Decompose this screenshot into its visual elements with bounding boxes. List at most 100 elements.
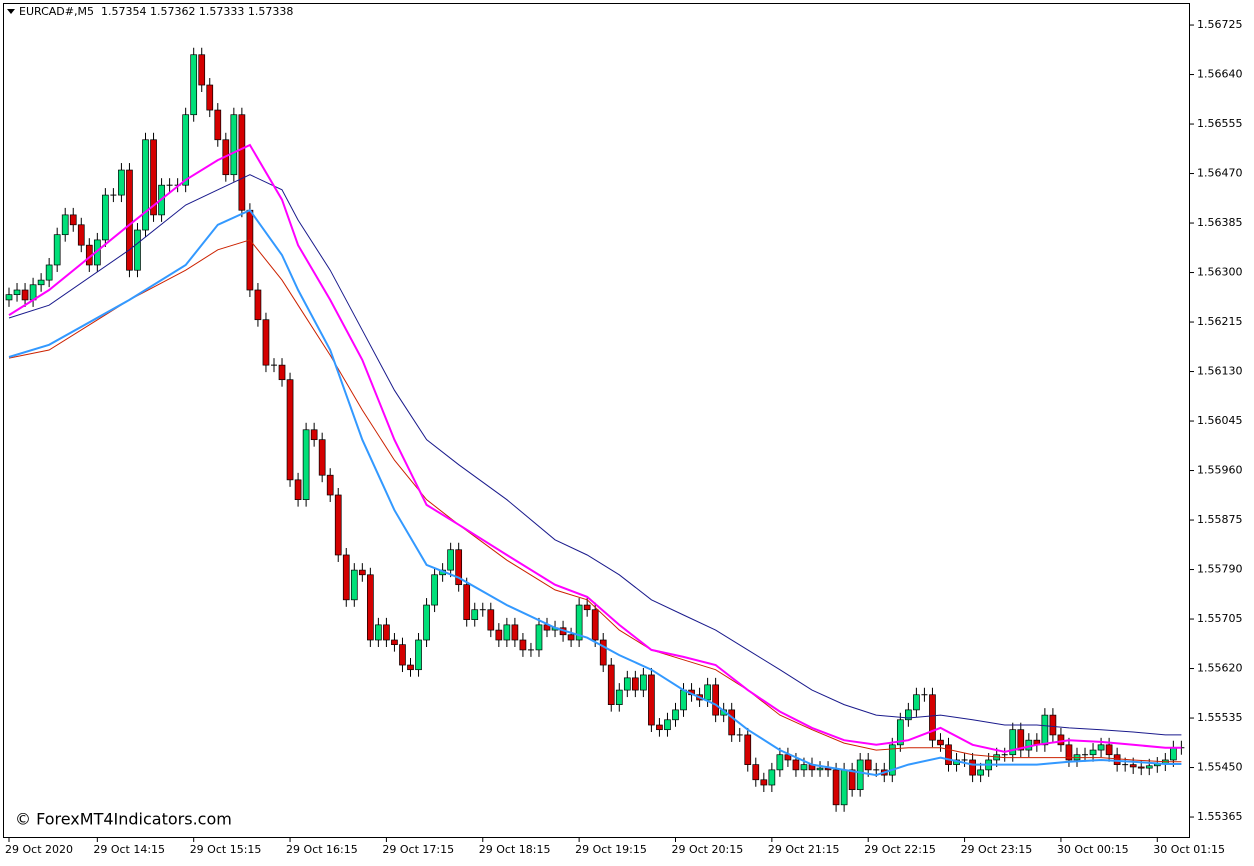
candle-body: [45, 264, 53, 281]
candle-body: [591, 609, 599, 641]
candle-body: [278, 364, 286, 381]
candle-body: [1129, 764, 1137, 768]
x-tick-label: 30 Oct 01:15: [1153, 843, 1225, 856]
candle-body: [407, 664, 414, 671]
candle-body: [5, 294, 13, 301]
candle-body: [69, 214, 77, 226]
candle-body: [383, 624, 390, 641]
candle-body: [583, 604, 591, 611]
candle-body: [1041, 714, 1049, 746]
x-tick-label: 29 Oct 22:15: [864, 843, 936, 856]
y-tick-label: 1.55450: [1197, 761, 1243, 774]
candle-body: [350, 569, 358, 601]
x-tick-label: 29 Oct 23:15: [961, 843, 1033, 856]
x-tick-label: 29 Oct 14:15: [93, 843, 165, 856]
candle-body: [487, 609, 495, 631]
candle-body: [118, 169, 125, 196]
candle-body: [358, 569, 366, 576]
candle-body: [21, 289, 29, 301]
candle-body: [431, 574, 438, 606]
candle-body: [254, 289, 262, 321]
candle-body: [495, 629, 503, 641]
candle-body: [680, 689, 687, 711]
candle-body: [367, 574, 374, 641]
candle-body: [888, 744, 896, 776]
x-tick-label: 29 Oct 2020: [5, 843, 73, 856]
candle-body: [768, 769, 776, 786]
candle-body: [1009, 729, 1017, 756]
candle-body: [37, 279, 45, 286]
candle-body: [776, 754, 784, 771]
y-tick-label: 1.56215: [1197, 315, 1243, 328]
candle-body: [832, 769, 840, 806]
x-tick-label: 30 Oct 00:15: [1057, 843, 1129, 856]
candle-body: [800, 764, 808, 771]
candle-body: [190, 54, 198, 116]
candle-body: [1097, 744, 1105, 751]
chart-title: EURCAD#,M5 1.57354 1.57362 1.57333 1.573…: [19, 5, 293, 18]
y-tick-label: 1.55620: [1197, 662, 1243, 675]
candle-body: [206, 84, 214, 111]
candle-body: [752, 764, 760, 781]
candle-body: [1145, 765, 1153, 769]
candle-body: [712, 684, 719, 716]
y-tick-label: 1.56725: [1197, 18, 1243, 31]
candle-body: [1105, 744, 1113, 756]
x-tick-label: 29 Oct 16:15: [286, 843, 358, 856]
candle-body: [415, 639, 422, 671]
candle-body: [230, 114, 238, 176]
candle-body: [182, 114, 190, 186]
candle-body: [848, 769, 856, 791]
candle-body: [471, 609, 479, 620]
x-tick-label: 29 Oct 20:15: [671, 843, 743, 856]
candle-body: [375, 624, 382, 641]
candle-body: [447, 549, 454, 571]
candle-body: [391, 639, 398, 646]
candle-body: [840, 769, 848, 806]
moving-average-line: [8, 208, 1182, 777]
candle-body: [575, 604, 583, 641]
candle-body: [856, 759, 864, 791]
y-tick-label: 1.55960: [1197, 464, 1243, 477]
candle-body: [1057, 734, 1065, 746]
candle-body: [864, 759, 872, 771]
candle-body: [929, 694, 936, 741]
y-tick-label: 1.55535: [1197, 711, 1243, 724]
candle-body: [342, 554, 350, 601]
candle-body: [503, 624, 511, 641]
x-tick-label: 29 Oct 15:15: [190, 843, 262, 856]
candle-body: [77, 224, 85, 246]
y-tick-label: 1.56300: [1197, 266, 1243, 279]
y-tick-label: 1.56640: [1197, 68, 1243, 81]
candle-body: [648, 674, 655, 726]
candle-body: [1113, 754, 1121, 765]
candle-body: [945, 744, 952, 765]
y-tick-label: 1.56385: [1197, 216, 1243, 229]
candle-body: [567, 634, 575, 641]
candle-body: [262, 319, 270, 366]
candle-body: [286, 379, 294, 481]
candle-body: [1049, 714, 1057, 736]
y-tick-label: 1.55705: [1197, 612, 1243, 625]
x-tick-label: 29 Oct 19:15: [575, 843, 647, 856]
candle-body: [1137, 766, 1145, 769]
candle-body: [623, 677, 631, 691]
y-tick-label: 1.56045: [1197, 414, 1243, 427]
moving-average-line: [8, 143, 1182, 753]
candle-body: [102, 194, 109, 241]
plot-frame: [3, 3, 1190, 838]
candle-body: [302, 429, 310, 501]
y-tick-label: 1.56130: [1197, 365, 1243, 378]
candle-body: [896, 719, 904, 746]
candle-body: [905, 709, 912, 721]
y-tick-label: 1.55790: [1197, 563, 1243, 576]
candle-body: [423, 604, 430, 641]
candle-body: [318, 439, 326, 476]
x-tick-label: 29 Oct 21:15: [768, 843, 840, 856]
candles: [5, 47, 1185, 812]
candle-body: [463, 584, 471, 620]
candle-body: [246, 209, 254, 291]
candle-body: [937, 739, 944, 746]
